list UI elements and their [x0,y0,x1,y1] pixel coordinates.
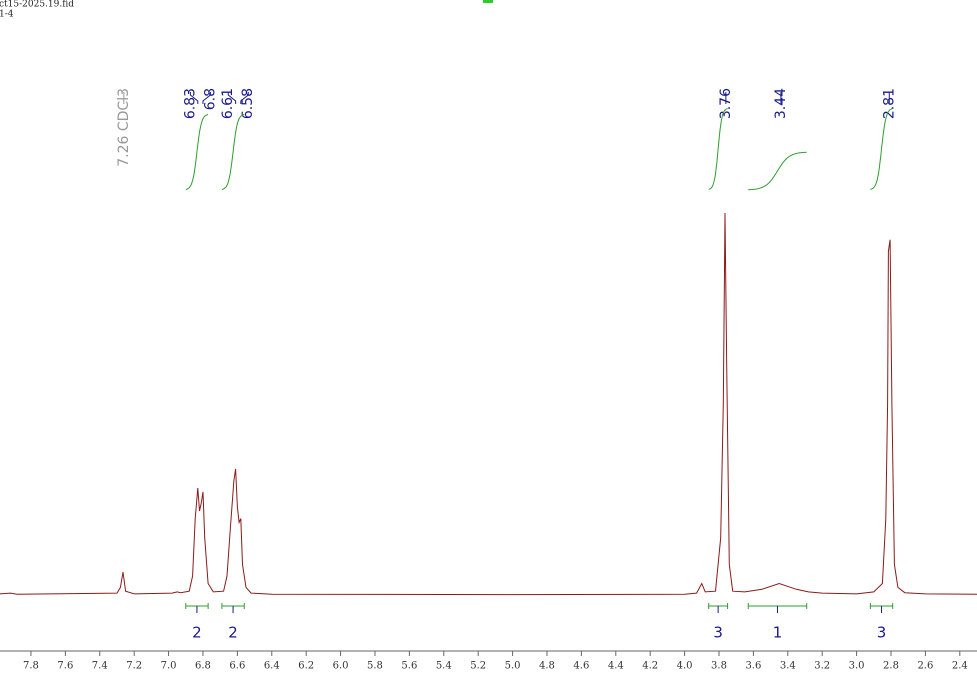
x-tick-label: 6.0 [333,661,349,672]
x-tick-label: 4.2 [642,661,658,672]
spectrum-line [0,212,977,596]
x-tick-label: 7.8 [23,661,39,672]
header-line: ct15-2025.19.fid [0,0,74,10]
x-tick-label: 6.4 [264,661,280,672]
x-tick-label: 5.0 [505,661,521,672]
x-tick-label: 5.4 [436,661,452,672]
peak-connector [240,92,249,104]
x-tick-label: 4.0 [677,661,693,672]
x-tick-label: 5.6 [401,661,417,672]
x-tick-label: 4.6 [573,661,589,672]
peak-connector [202,92,211,104]
x-tick-label: 6.6 [229,661,245,672]
x-tick-label: 5.8 [367,661,383,672]
x-tick-label: 3.6 [745,661,761,672]
x-tick-label: 7.0 [161,661,177,672]
integral-value: 3 [877,624,887,642]
x-tick-label: 6.8 [195,661,211,672]
integral-curve [221,114,245,190]
integral-curve [748,151,807,191]
integral-value: 1 [773,624,783,642]
x-tick-label: 4.4 [608,661,624,672]
integral-value: 3 [713,624,723,642]
peak-connector [189,92,199,104]
x-tick-label: 2.8 [883,661,899,672]
x-tick-label: 7.4 [92,661,108,672]
x-tick-label: 2.6 [917,661,933,672]
x-tick-label: 3.0 [849,661,865,672]
peak-label: 6.58 [240,88,256,119]
x-tick-label: 3.2 [814,661,830,672]
x-tick-label: 2.4 [952,661,968,672]
header-line: 1-4 [0,10,14,20]
peak-label: 6.61 [220,88,236,119]
x-tick-label: 5.2 [470,661,486,672]
integral-curve [708,108,728,190]
integral-curve [870,108,893,190]
x-tick-label: 3.4 [780,661,796,672]
peak-label: 7.26 CDCl3 [116,88,132,167]
peak-label: 6.83 [182,88,198,119]
x-tick-label: 7.6 [57,661,73,672]
peak-connector [227,92,237,104]
x-tick-label: 4.8 [539,661,555,672]
x-tick-label: 3.8 [711,661,727,672]
integral-value: 2 [228,624,238,642]
integral-curve [185,114,209,190]
x-tick-label: 7.2 [126,661,142,672]
integral-value: 2 [192,624,202,642]
marker [483,0,493,3]
x-tick-label: 6.2 [298,661,314,672]
peak-label: 6.8 [202,88,218,110]
